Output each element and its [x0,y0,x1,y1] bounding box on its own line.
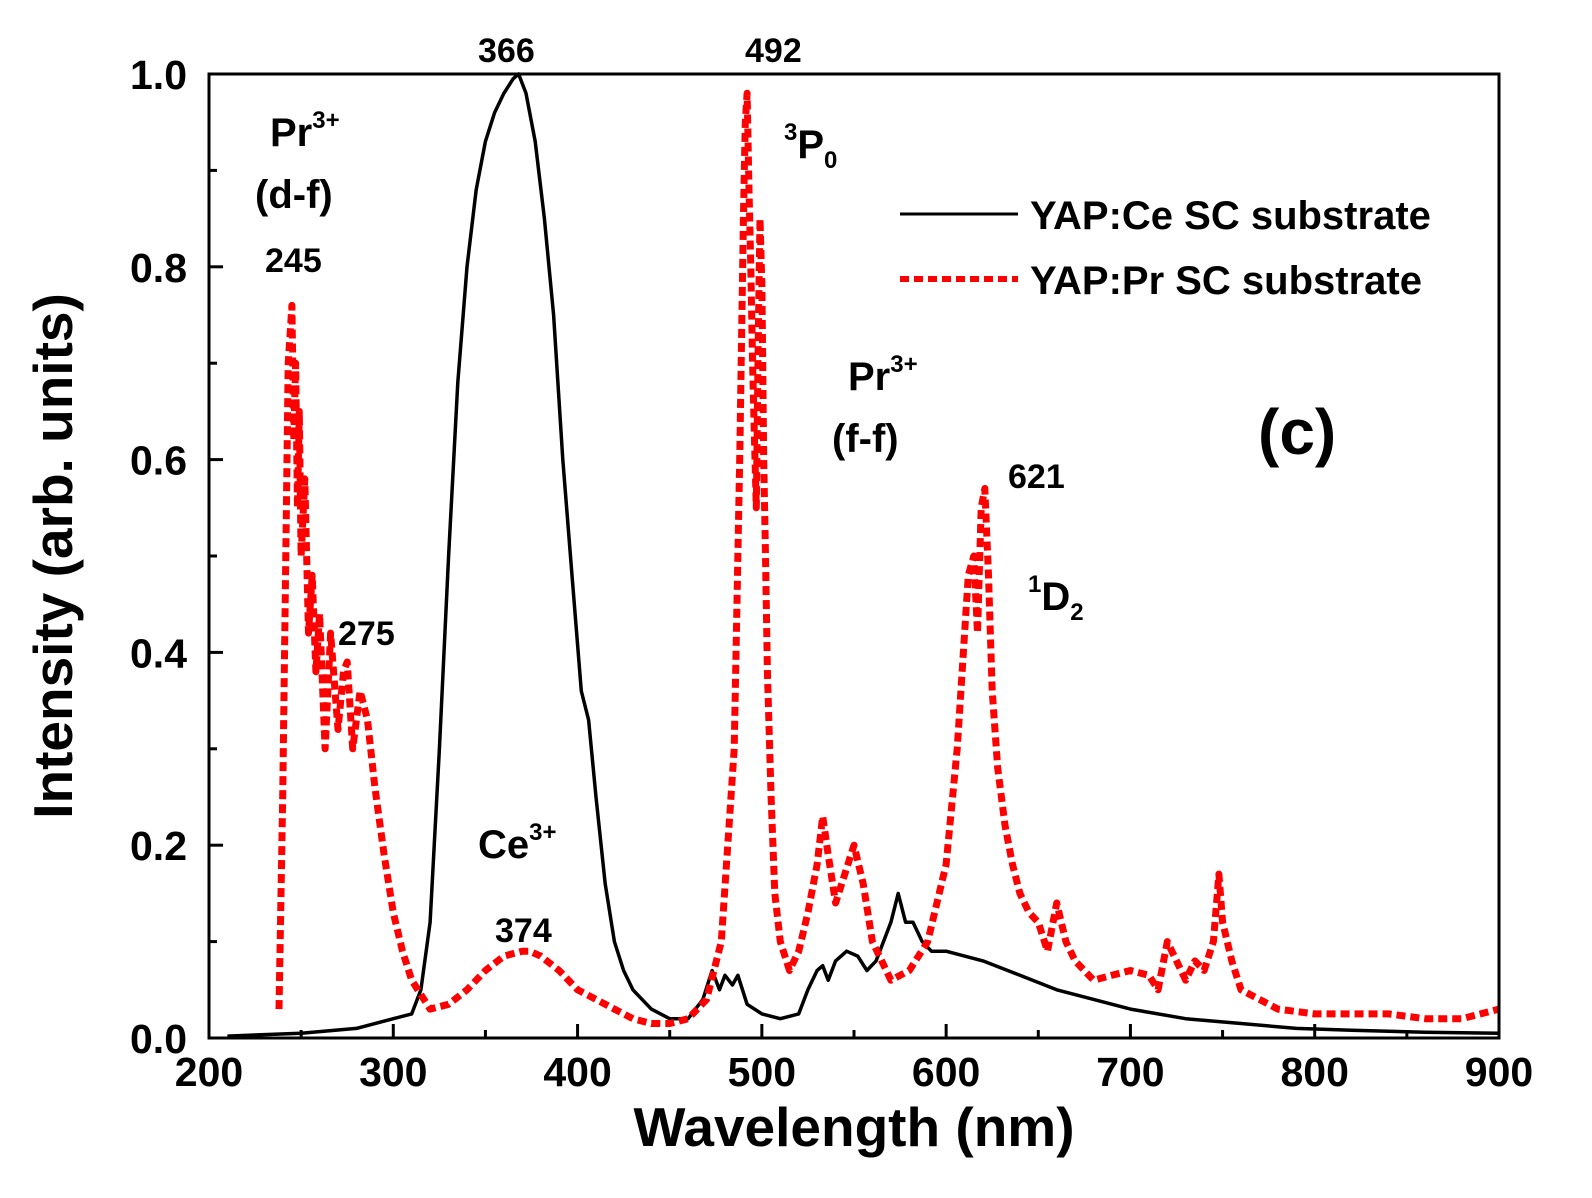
y-tick-label: 0.4 [130,630,187,676]
annotation-pr-ff-ion-base: Pr [848,355,890,399]
legend: YAP:Ce SC substrate YAP:Pr SC substrate [900,194,1431,303]
annotation-p0-level-sub: 0 [824,147,837,174]
panel-label: (c) [1258,396,1336,468]
x-axis-title: Wavelength (nm) [633,1096,1074,1158]
x-tick-label: 200 [175,1049,243,1095]
legend-label-yap-pr: YAP:Pr SC substrate [1030,259,1422,303]
y-tick-label: 0.0 [130,1016,187,1062]
peak-label-245: 245 [265,242,322,280]
x-tick-label: 500 [728,1049,796,1095]
annotation-p0-level-pre: 3 [784,119,797,146]
annotation-pr-ff-ion: Pr3+ [848,351,918,399]
peak-label-492: 492 [745,32,802,70]
x-tick-label: 900 [1465,1049,1533,1095]
series-layer [227,72,1500,1038]
y-tick-label: 1.0 [130,52,187,98]
series-line-yap-ce [227,72,1500,1038]
annotation-pr-df-ion: Pr3+ [270,107,340,155]
x-tick-label: 600 [912,1049,980,1095]
annotation-pr-df-type: (d-f) [255,173,333,217]
series-line-yap-pr [275,89,1500,1027]
annotation-d2-level-sub: 2 [1070,599,1083,626]
x-tick-label: 700 [1096,1049,1164,1095]
y-axis-title: Intensity (arb. units) [22,293,84,819]
ticks-layer: 200 300 400 500 600 700 800 900 0.0 0.2 0.4 0.6 0.8 1… [130,52,1533,1095]
y-tick-label: 0.6 [130,438,187,484]
annotation-ce-ion: Ce3+ [478,819,557,867]
annotation-d2-level-pre: 1 [1028,571,1041,598]
x-tick-label: 300 [359,1049,427,1095]
annotation-p0-level: 3P0 [784,119,837,174]
annotation-d2-level: 1D2 [1028,571,1084,626]
peak-label-374: 374 [495,912,552,950]
legend-label-yap-ce: YAP:Ce SC substrate [1030,194,1431,238]
annotation-pr-df-ion-sup: 3+ [312,107,339,134]
annotation-ce-ion-sup: 3+ [529,819,556,846]
annotation-pr-ff-type: (f-f) [832,417,899,461]
annotation-pr-df-ion-base: Pr [270,111,312,155]
peak-label-366: 366 [478,32,535,70]
annotation-p0-level-base: P [797,123,824,167]
peak-label-621: 621 [1008,458,1065,496]
x-tick-label: 800 [1281,1049,1349,1095]
annotation-pr-ff-ion-sup: 3+ [890,351,917,378]
x-tick-label: 400 [543,1049,611,1095]
peak-label-275: 275 [338,615,395,653]
annotation-ce-ion-base: Ce [478,823,529,867]
y-tick-label: 0.8 [130,245,187,291]
y-tick-label: 0.2 [130,823,187,869]
annotation-d2-level-base: D [1041,575,1070,619]
